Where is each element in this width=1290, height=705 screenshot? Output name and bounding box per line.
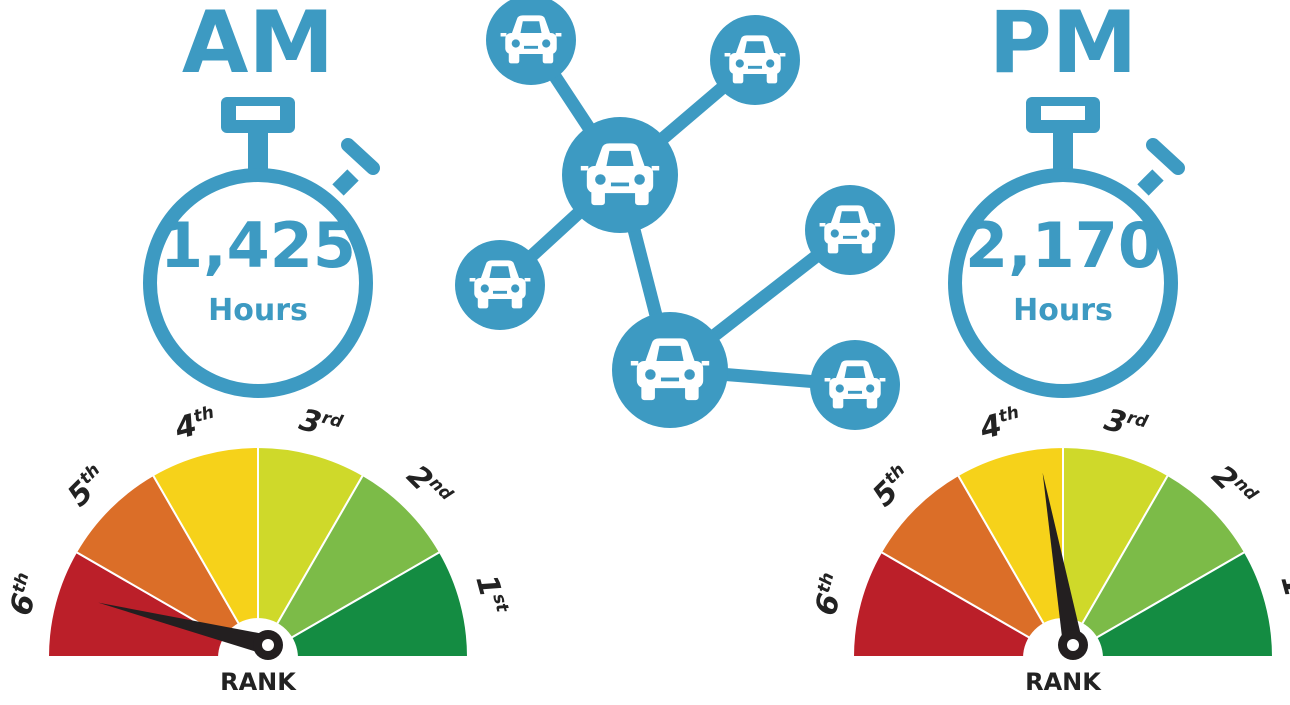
car-node (455, 240, 545, 330)
rank-suffix: th (997, 402, 1022, 427)
gauge-label: RANK (220, 668, 297, 696)
gauge-segment (1060, 473, 1247, 660)
rank-label: 5th (61, 460, 115, 514)
rank-suffix: rd (320, 408, 346, 433)
gauge: 6th 5th 4th 3rd 2nd 1st (808, 402, 1290, 705)
gauge-label: RANK (1025, 668, 1102, 696)
value: 1,425 (160, 209, 356, 282)
rank-label: 3rd (296, 402, 346, 447)
rank-suffix: rd (1125, 408, 1151, 433)
period: AM (182, 0, 334, 93)
rank-label: 6th (3, 570, 47, 619)
rank-suffix: st (488, 591, 512, 615)
value: 2,170 (965, 209, 1161, 282)
rank-label: 4th (975, 402, 1025, 447)
gauge-segment (74, 473, 261, 660)
rank-label: 5th (866, 460, 920, 514)
gauge-segment (1059, 550, 1275, 658)
car-node (562, 117, 678, 233)
unit: Hours (208, 293, 308, 328)
rank-suffix: th (9, 570, 34, 595)
gauge-segment (151, 445, 259, 661)
rank-label: 3rd (1101, 402, 1151, 447)
rank-label: 2nd (400, 458, 457, 515)
rank-number: 1 (1274, 571, 1290, 600)
car-node (805, 185, 895, 275)
gauge-segment (257, 445, 365, 661)
gauge-segment (255, 473, 442, 660)
needle (98, 602, 271, 655)
rank-label: 1st (1274, 571, 1290, 619)
gauge-segment (1062, 445, 1170, 661)
gauge-segment (956, 445, 1064, 661)
gauge: 6th 5th 4th 3rd 2nd 1st (3, 402, 513, 705)
panel: AM 1,425 Hours 6th 5th 4th 3rd 2nd 1st RANK (3, 0, 513, 705)
gauge-base (38, 658, 478, 705)
car-node (810, 340, 900, 430)
gauge-base (843, 658, 1283, 705)
gauge-segment (254, 550, 470, 658)
gauge-segment (879, 473, 1066, 660)
rank-label: 1st (469, 571, 513, 619)
gauge-segment (851, 550, 1067, 658)
unit: Hours (1013, 293, 1113, 328)
period: PM (989, 0, 1138, 93)
car-node (486, 0, 576, 85)
rank-label: 4th (170, 402, 220, 447)
car-node (612, 312, 728, 428)
needle (1042, 472, 1083, 647)
stopwatch (143, 97, 380, 398)
rank-label: 2nd (1205, 458, 1262, 515)
rank-suffix: th (814, 570, 839, 595)
car-node (710, 15, 800, 105)
rank-label: 6th (808, 570, 852, 619)
rank-suffix: th (192, 402, 217, 427)
stopwatch (948, 97, 1185, 398)
